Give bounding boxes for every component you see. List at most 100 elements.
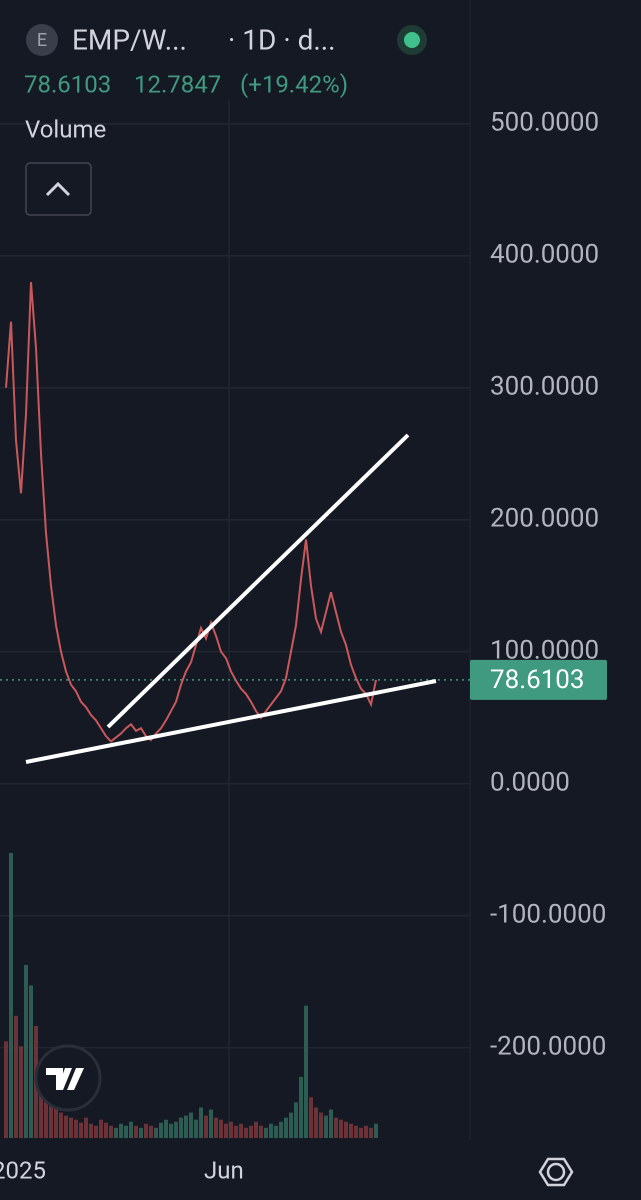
volume-bar (234, 1125, 238, 1138)
tv-logo[interactable] (34, 1044, 102, 1112)
volume-bar (259, 1125, 263, 1138)
volume-bar (169, 1123, 173, 1138)
last-price-tag (470, 659, 607, 700)
volume-bar (194, 1119, 198, 1138)
volume-bar (139, 1127, 143, 1138)
volume-bar (219, 1119, 223, 1138)
y-tick-label: 0.0000 (490, 768, 570, 798)
volume-bar (184, 1115, 188, 1138)
price: 78.6103 (24, 70, 111, 98)
volume-bar (304, 1005, 308, 1138)
volume-bar (254, 1121, 258, 1138)
volume-bar (29, 985, 33, 1138)
volume-bar (269, 1123, 273, 1138)
volume-bar (274, 1125, 278, 1138)
volume-bar (124, 1125, 128, 1138)
volume-bar (224, 1123, 228, 1138)
volume-bar (339, 1119, 343, 1138)
trend-line (106, 433, 410, 729)
y-tick-label: -100.0000 (490, 900, 606, 930)
volume-bar (129, 1121, 133, 1138)
volume-bar (19, 1046, 23, 1138)
trend-line (25, 679, 437, 764)
volume-bar (369, 1127, 373, 1138)
volume-bar (69, 1117, 73, 1138)
volume-bar (354, 1125, 358, 1138)
volume-bar (74, 1119, 78, 1138)
last-price-label: 78.6103 (490, 665, 585, 695)
volume-bar (174, 1121, 178, 1138)
volume-bar (104, 1122, 108, 1138)
volume-bar (99, 1119, 103, 1138)
volume-bar (289, 1112, 293, 1138)
x-tick-label: 2025 (0, 1156, 46, 1184)
volume-bar (239, 1123, 243, 1138)
volume-bar (279, 1121, 283, 1138)
volume-bar (199, 1107, 203, 1138)
collapse-button[interactable] (25, 162, 92, 216)
volume-bar (319, 1112, 323, 1138)
volume-bar (359, 1127, 363, 1138)
volume-bar (149, 1125, 153, 1138)
volume-bar (189, 1112, 193, 1138)
volume-bar (109, 1125, 113, 1138)
volume-bar (364, 1125, 368, 1138)
volume-bar (49, 1097, 53, 1138)
y-tick-label: -200.0000 (490, 1031, 606, 1061)
change-pct: (+19.42%) (240, 70, 348, 98)
volume-bar (204, 1115, 208, 1138)
y-tick-label: 400.0000 (490, 240, 599, 270)
volume-bar (114, 1127, 118, 1138)
volume-bar (79, 1122, 83, 1138)
volume-bar (119, 1123, 123, 1138)
volume-bar (144, 1123, 148, 1138)
volume-bar (344, 1121, 348, 1138)
volume-bar (244, 1127, 248, 1138)
volume-bar (44, 1092, 48, 1138)
volume-bar (89, 1123, 93, 1138)
volume-bar (59, 1112, 63, 1138)
volume-bar (64, 1115, 68, 1138)
volume-bar (154, 1127, 158, 1138)
settings-icon[interactable] (546, 1162, 566, 1182)
volume-bar (159, 1122, 163, 1138)
volume-bar (164, 1119, 168, 1138)
y-tick-label: 500.0000 (490, 108, 599, 138)
volume-bar (299, 1076, 303, 1138)
symbol[interactable]: EMP/W... (72, 23, 187, 56)
volume-bar (214, 1117, 218, 1138)
volume-bar (229, 1121, 233, 1138)
volume-bar (374, 1123, 378, 1138)
volume-bar (84, 1117, 88, 1138)
settings-outline (538, 1157, 574, 1187)
volume-bar (134, 1125, 138, 1138)
volume-bar (324, 1115, 328, 1138)
volume-bar (249, 1125, 253, 1138)
volume-bar (309, 1097, 313, 1138)
symbol-badge (26, 24, 58, 56)
change: 12.7847 (134, 70, 221, 98)
volume-bar (24, 964, 28, 1138)
volume-bar (264, 1127, 268, 1138)
volume-bar (334, 1117, 338, 1138)
volume-bar (14, 1015, 18, 1138)
status-dot (404, 32, 420, 48)
volume-bar (349, 1123, 353, 1138)
volume-bar (94, 1125, 98, 1138)
volume-bar (314, 1107, 318, 1138)
tv-logo-mark (46, 1068, 84, 1090)
interval[interactable]: · 1D · d... (228, 23, 336, 56)
volume-bar (39, 1076, 43, 1138)
volume-bar (54, 1107, 58, 1138)
volume-bar (9, 853, 13, 1138)
badge-letter: E (37, 30, 47, 51)
volume-bar (284, 1117, 288, 1138)
y-tick-label: 200.0000 (490, 504, 599, 534)
volume-bar (329, 1109, 333, 1138)
x-tick-label: Jun (204, 1156, 244, 1184)
volume-bar (294, 1102, 298, 1138)
volume-bar (179, 1117, 183, 1138)
y-tick-label: 300.0000 (490, 372, 599, 402)
